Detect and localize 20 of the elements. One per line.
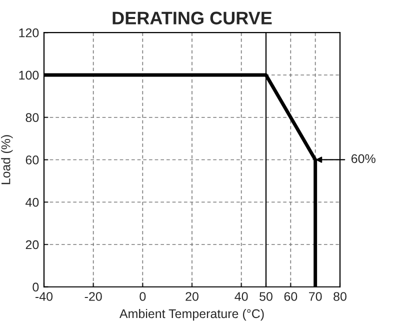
y-tick-label: 20	[26, 240, 39, 250]
y-tick-label: 100	[19, 70, 39, 80]
y-tick-label: 80	[26, 113, 39, 122]
x-tick-label: 20	[186, 292, 198, 301]
x-tick-label: -20	[84, 292, 102, 301]
y-tick-label: 120	[19, 28, 39, 38]
y-axis-title: Load (%)	[1, 135, 13, 184]
x-tick-label: -40	[36, 292, 53, 301]
x-tick-label: 80	[334, 292, 346, 301]
y-tick-label: 60	[26, 156, 39, 164]
x-tick-label: 70	[309, 292, 322, 301]
x-axis-title: Ambient Temperature (°C)	[119, 308, 264, 321]
annotation: 60%	[351, 154, 376, 164]
chart-title: DERATING CURVE	[112, 12, 272, 24]
x-tick-label: 60	[284, 292, 298, 301]
y-tick-label: 40	[26, 198, 39, 207]
x-tick-label: 50	[260, 292, 272, 301]
y-tick-label: 0	[32, 282, 39, 292]
x-tick-label: 0	[140, 292, 146, 301]
x-tick-label: 40	[234, 292, 248, 301]
